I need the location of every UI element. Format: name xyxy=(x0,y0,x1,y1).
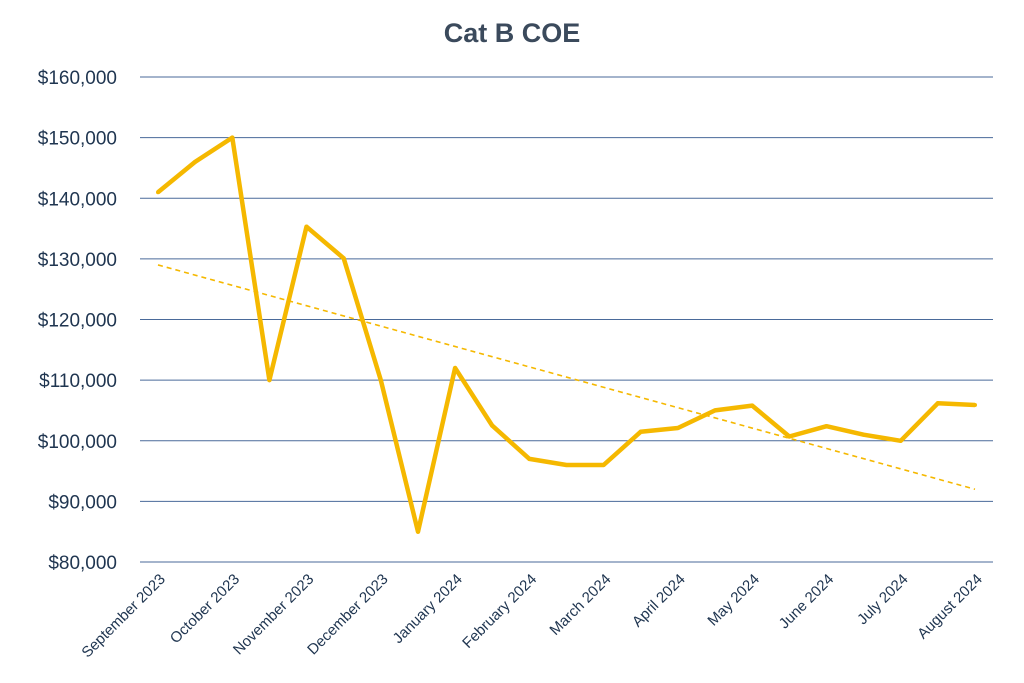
series-group xyxy=(156,135,977,534)
y-tick-label: $110,000 xyxy=(39,371,117,392)
x-tick-label: October 2023 xyxy=(167,571,243,647)
chart-title: Cat B COE xyxy=(443,18,581,48)
data-point xyxy=(304,224,309,229)
data-point xyxy=(824,424,829,429)
data-point xyxy=(378,378,383,383)
x-tick-label: February 2024 xyxy=(459,571,540,652)
y-tick-label: $130,000 xyxy=(38,250,117,271)
data-point xyxy=(713,408,718,413)
data-point xyxy=(750,403,755,408)
data-point xyxy=(453,366,458,370)
x-tick-label: May 2024 xyxy=(704,571,763,630)
data-point xyxy=(193,159,198,164)
trendline-group xyxy=(157,264,976,491)
data-point xyxy=(898,438,903,443)
y-tick-label: $150,000 xyxy=(38,129,117,150)
y-tick-label: $100,000 xyxy=(38,432,117,453)
y-axis-ticks: $80,000 $90,000 $100,000 $110,000 $120,000 $1… xyxy=(38,68,117,574)
x-tick-label: July 2024 xyxy=(854,571,911,628)
data-point xyxy=(675,426,680,431)
data-point xyxy=(415,529,420,534)
data-point xyxy=(267,378,272,383)
y-tick-label: $80,000 xyxy=(48,553,117,574)
data-point xyxy=(230,135,235,140)
x-tick-label: September 2023 xyxy=(78,571,168,661)
data-point xyxy=(638,429,643,434)
data-point xyxy=(490,423,495,428)
y-tick-label: $90,000 xyxy=(48,492,117,513)
x-tick-label: August 2024 xyxy=(914,571,986,643)
x-tick-label: April 2024 xyxy=(629,571,689,631)
data-point xyxy=(341,256,346,261)
data-point xyxy=(787,434,792,439)
data-point xyxy=(527,456,532,461)
series-line xyxy=(156,135,976,534)
trendline xyxy=(157,264,976,491)
data-point xyxy=(973,402,977,407)
x-tick-label: December 2023 xyxy=(304,571,391,658)
x-tick-label: March 2024 xyxy=(546,571,614,639)
x-tick-label: January 2024 xyxy=(390,571,466,647)
y-tick-label: $120,000 xyxy=(38,311,117,332)
y-tick-label: $160,000 xyxy=(38,68,117,89)
gridlines xyxy=(140,76,993,563)
data-point xyxy=(935,401,940,406)
data-point xyxy=(601,463,606,467)
data-point xyxy=(861,432,866,437)
data-point xyxy=(156,190,160,195)
x-tick-label: June 2024 xyxy=(776,571,838,633)
y-tick-label: $140,000 xyxy=(38,189,117,210)
data-point xyxy=(564,463,569,467)
